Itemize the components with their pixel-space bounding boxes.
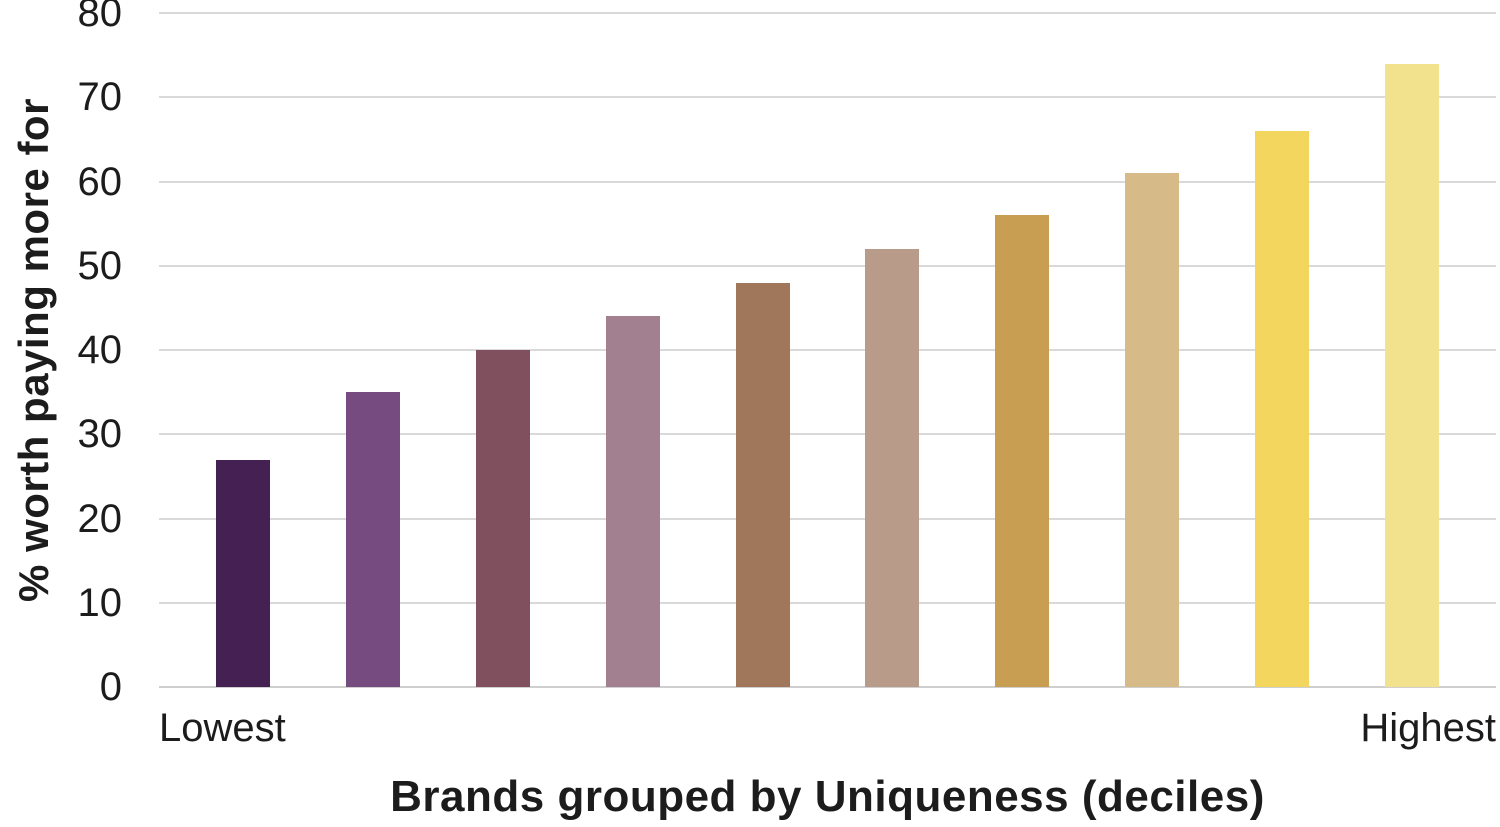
gridline [159,12,1496,14]
bar-slot [1087,173,1217,687]
bar-slot [828,248,958,687]
x-axis-label-lowest: Lowest [159,706,286,750]
plot-area [159,12,1496,688]
gridline [159,264,1496,267]
y-axis-tick-label: 80 [77,0,123,35]
bar-decile-5 [735,282,790,687]
bar-slot [178,459,308,687]
bar-decile-8 [1125,173,1180,687]
bar-decile-4 [605,316,660,687]
y-axis-tick-label: 60 [77,159,123,204]
y-axis-tick-label: 70 [77,75,123,120]
bar-slot [438,350,568,687]
bars-container [159,13,1496,687]
x-axis-labels: Lowest Highest [159,704,1496,752]
bar-decile-3 [475,350,530,687]
gridline [159,96,1496,99]
bar-slot [568,316,698,687]
gridline [159,517,1496,520]
x-axis-baseline [159,686,1496,688]
bar-decile-6 [865,248,920,687]
bar-slot [1347,63,1477,687]
y-axis-tick-label: 50 [77,243,123,288]
gridline [159,601,1496,604]
bar-decile-7 [995,215,1050,687]
y-axis-tick-label: 10 [77,580,123,625]
gridline [159,349,1496,351]
bar-decile-1 [215,459,270,687]
bar-decile-10 [1385,63,1440,687]
bar-decile-2 [345,392,400,687]
bar-slot [308,392,438,687]
x-axis-title: Brands grouped by Uniqueness (deciles) [390,772,1265,821]
bar-slot [1217,130,1347,687]
y-axis-tick-label: 30 [77,412,123,457]
y-axis-tick-label: 40 [77,328,123,372]
x-axis-label-highest: Highest [1360,706,1496,750]
gridline [159,180,1496,183]
y-axis-tick-label: 20 [77,496,123,541]
gridline [159,433,1496,436]
bar-decile-9 [1255,130,1310,687]
bar-slot [698,282,828,687]
y-axis-tick-label: 0 [99,665,122,709]
bar-slot [957,215,1087,687]
